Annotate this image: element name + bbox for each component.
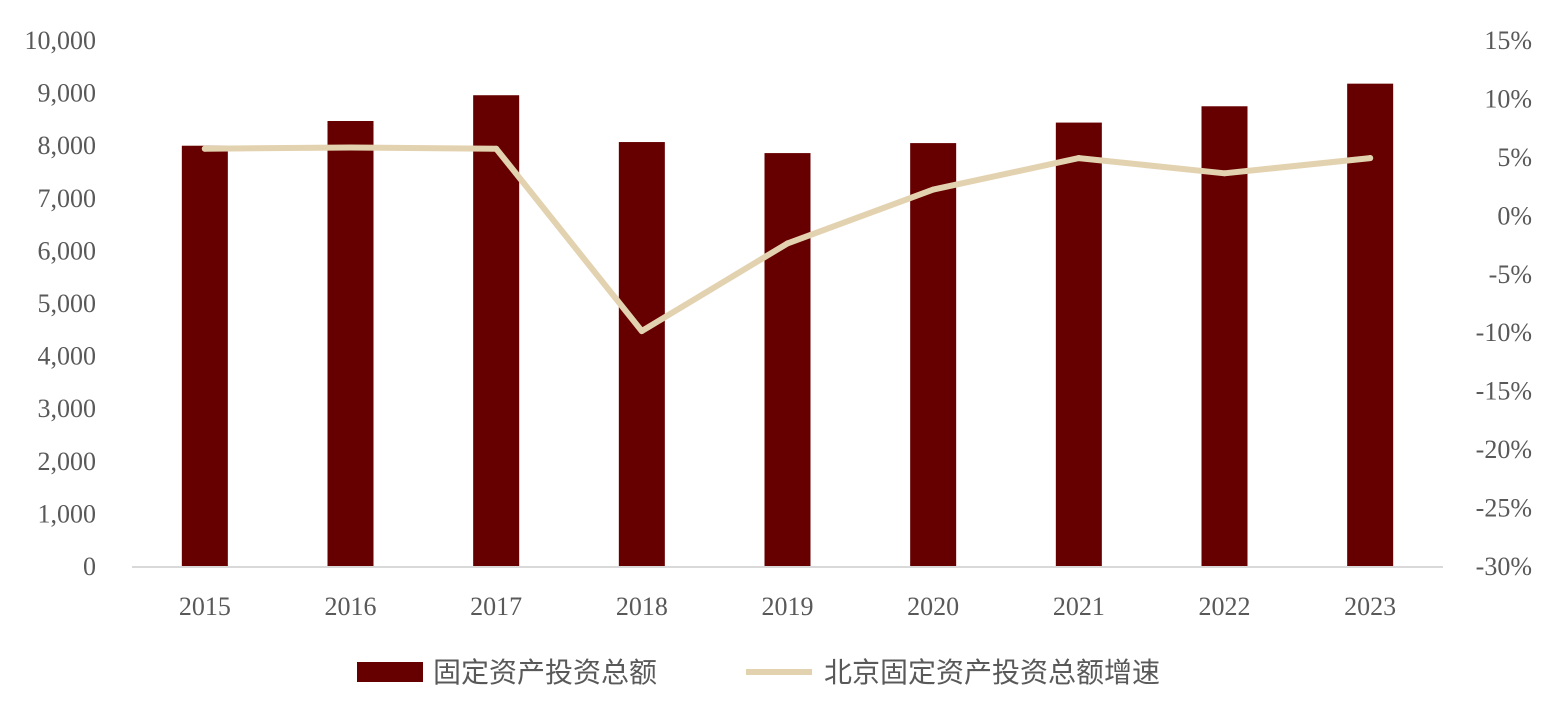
right-axis-tick-label: -25% xyxy=(1476,494,1532,523)
bar-2017 xyxy=(473,95,520,566)
bar-2018 xyxy=(618,142,665,566)
legend-bar-label: 固定资产投资总额 xyxy=(433,656,657,689)
bar-2022 xyxy=(1201,106,1248,566)
right-axis-tick-label: -5% xyxy=(1489,260,1532,289)
x-axis-tick-label: 2016 xyxy=(325,592,377,621)
right-axis-tick-label: 10% xyxy=(1484,84,1532,113)
line-point-2015 xyxy=(201,145,208,152)
right-axis-tick-labels: -30% -25% -20% -15% -10% -5% 0% 5% 10% 15% xyxy=(1476,26,1532,581)
left-axis-tick-label: 3,000 xyxy=(38,394,97,423)
left-axis-tick-label: 2,000 xyxy=(38,447,97,476)
right-axis-tick-label: -15% xyxy=(1476,377,1532,406)
bar-2019 xyxy=(764,153,811,566)
x-axis-tick-label: 2015 xyxy=(179,592,231,621)
bar-2021 xyxy=(1055,122,1102,566)
line-series xyxy=(201,144,1374,335)
left-axis-tick-label: 6,000 xyxy=(38,236,97,265)
bar-2023 xyxy=(1347,83,1394,567)
right-axis-tick-label: -30% xyxy=(1476,552,1532,581)
line-point-2020 xyxy=(930,186,937,193)
bar-2020 xyxy=(910,143,957,566)
right-axis-tick-label: -10% xyxy=(1476,318,1532,347)
right-axis-tick-label: -20% xyxy=(1476,435,1532,464)
bar-2015 xyxy=(181,145,228,566)
left-axis-tick-label: 4,000 xyxy=(38,342,97,371)
legend: 固定资产投资总额 北京固定资产投资总额增速 xyxy=(357,656,1160,689)
legend-bar-swatch xyxy=(357,662,423,682)
left-axis-tick-label: 5,000 xyxy=(38,289,97,318)
x-axis-tick-labels: 2015 2016 2017 2018 2019 2020 2021 2022 2023 xyxy=(179,592,1396,621)
x-axis-tick-label: 2019 xyxy=(762,592,814,621)
line-point-2017 xyxy=(493,145,500,152)
left-axis-tick-label: 10,000 xyxy=(25,26,97,55)
bar-series xyxy=(181,83,1394,567)
bar-2016 xyxy=(327,121,374,566)
x-axis-tick-label: 2018 xyxy=(616,592,668,621)
legend-line-label: 北京固定资产投资总额增速 xyxy=(824,656,1160,689)
left-axis-tick-label: 7,000 xyxy=(38,184,97,213)
x-axis-tick-label: 2020 xyxy=(907,592,959,621)
right-axis-tick-label: 15% xyxy=(1484,26,1532,55)
right-axis-tick-label: 5% xyxy=(1497,143,1532,172)
left-axis-tick-label: 8,000 xyxy=(38,131,97,160)
left-axis-tick-label: 9,000 xyxy=(38,79,97,108)
x-axis-tick-label: 2023 xyxy=(1344,592,1396,621)
line-point-2016 xyxy=(347,144,354,151)
line-point-2022 xyxy=(1221,170,1228,177)
left-axis-tick-label: 1,000 xyxy=(38,499,97,528)
left-axis-tick-labels: 0 1,000 2,000 3,000 4,000 5,000 6,000 7,000 8,00… xyxy=(25,26,97,581)
left-axis-tick-label: 0 xyxy=(83,552,96,581)
x-axis-tick-label: 2022 xyxy=(1199,592,1251,621)
x-axis-tick-label: 2021 xyxy=(1053,592,1105,621)
right-axis-tick-label: 0% xyxy=(1497,201,1532,230)
line-point-2021 xyxy=(1075,155,1082,162)
line-point-2023 xyxy=(1367,155,1374,162)
line-point-2019 xyxy=(784,240,791,247)
line-point-2018 xyxy=(638,328,645,335)
x-axis-tick-label: 2017 xyxy=(470,592,522,621)
